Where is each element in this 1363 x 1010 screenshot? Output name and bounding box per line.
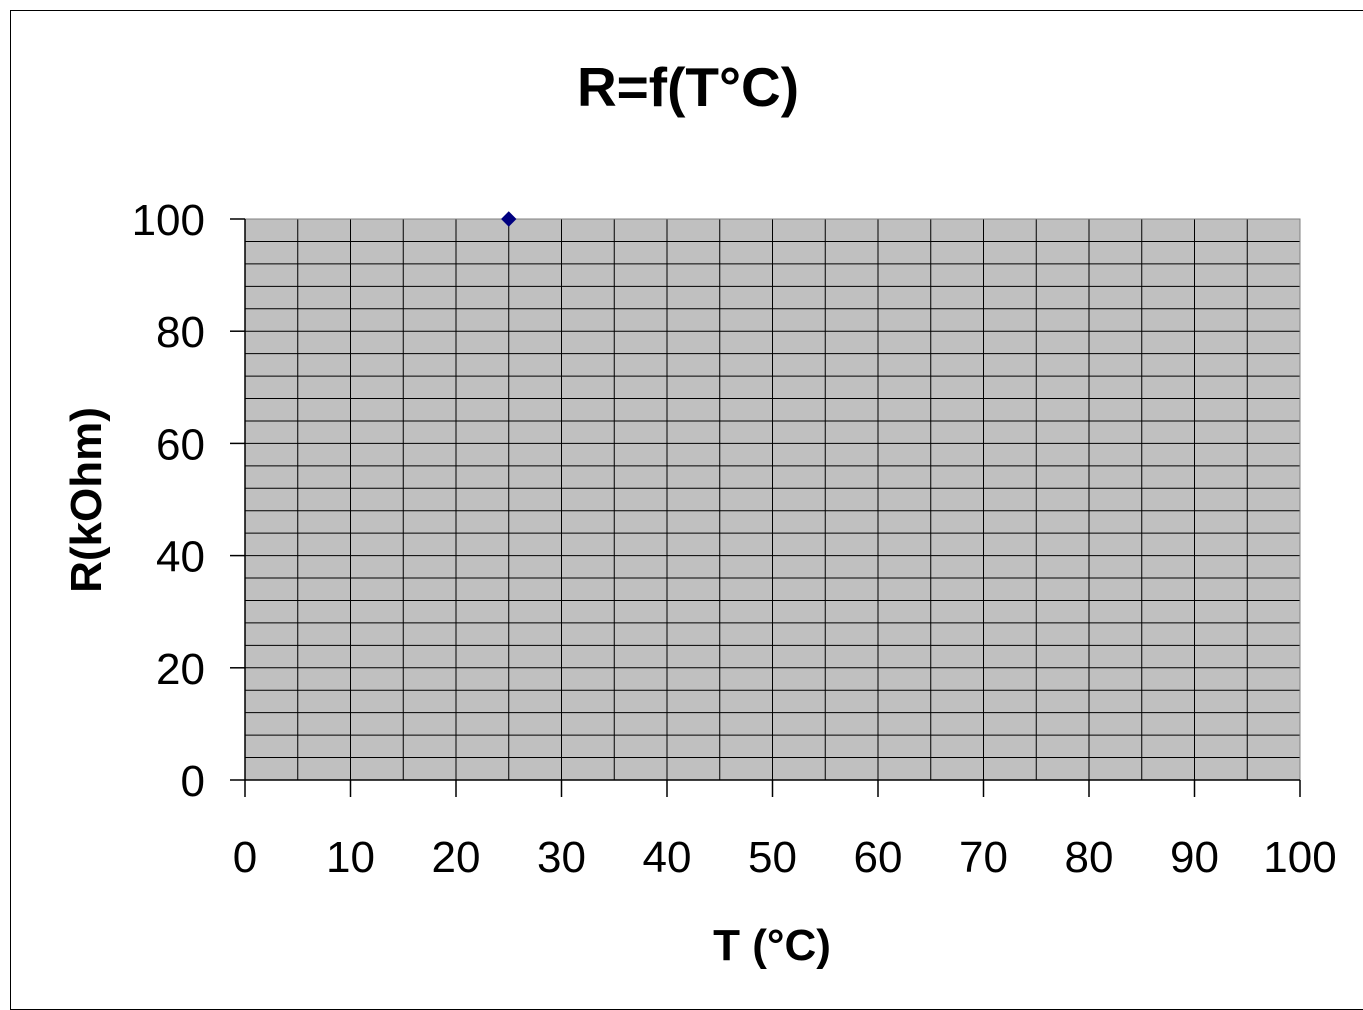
x-tick-labels: 0 10 20 30 40 50 60 70 80 90 100	[233, 833, 1337, 882]
y-tick-label: 60	[156, 420, 205, 469]
x-tick-label: 0	[233, 833, 257, 882]
y-tick-label: 80	[156, 308, 205, 357]
x-tick-label: 20	[432, 833, 481, 882]
x-tick-label: 40	[643, 833, 692, 882]
chart-title: R=f(T°C)	[577, 56, 799, 118]
x-tick-label: 80	[1065, 833, 1114, 882]
x-tick-label: 10	[326, 833, 375, 882]
y-tick-label: 100	[132, 196, 205, 245]
x-tick-label: 50	[748, 833, 797, 882]
x-tick-label: 90	[1170, 833, 1219, 882]
y-tick-label: 0	[181, 757, 205, 806]
x-tick-label: 60	[854, 833, 903, 882]
x-tick-label: 100	[1263, 833, 1336, 882]
data-points	[501, 211, 517, 227]
data-point	[501, 211, 517, 227]
y-tick-label: 40	[156, 533, 205, 582]
y-tick-labels: 0 20 40 60 80 100	[132, 196, 205, 806]
x-axis-title: T (°C)	[713, 921, 831, 970]
axes	[230, 218, 1301, 797]
grid-lines	[244, 218, 1301, 781]
x-tick-label: 70	[959, 833, 1008, 882]
x-tick-label: 30	[537, 833, 586, 882]
y-axis-title: R(kOhm)	[62, 407, 111, 593]
y-tick-label: 20	[156, 645, 205, 694]
